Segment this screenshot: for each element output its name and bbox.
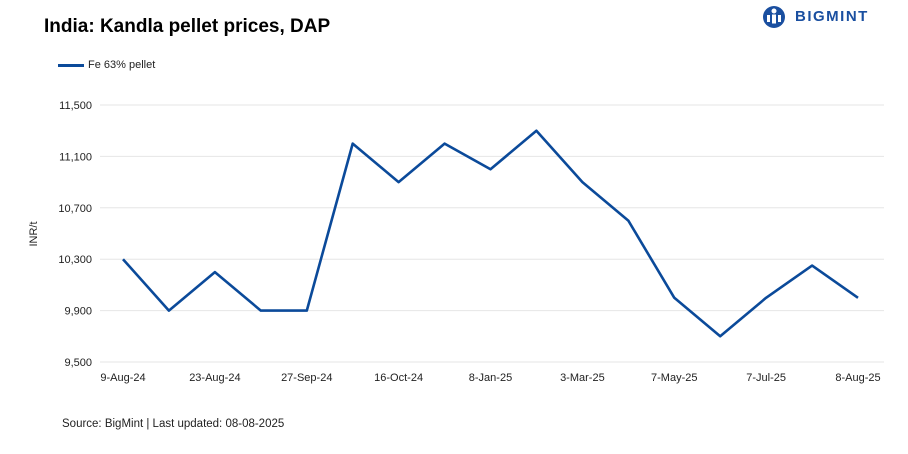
chart-title: India: Kandla pellet prices, DAP bbox=[44, 16, 331, 37]
y-tick-label: 11,500 bbox=[59, 100, 92, 112]
legend-label: Fe 63% pellet bbox=[88, 59, 156, 71]
x-tick-label: 8-Jan-25 bbox=[469, 372, 512, 384]
y-tick-label: 9,900 bbox=[64, 306, 92, 318]
x-tick-label: 16-Oct-24 bbox=[374, 372, 423, 384]
x-tick-label: 7-Jul-25 bbox=[746, 372, 786, 384]
y-tick-label: 11,100 bbox=[59, 151, 92, 163]
legend-swatch bbox=[58, 63, 84, 67]
x-tick-label: 7-May-25 bbox=[651, 372, 697, 384]
x-tick-label: 23-Aug-24 bbox=[189, 372, 240, 384]
source-note: Source: BigMint | Last updated: 08-08-20… bbox=[62, 418, 285, 430]
x-tick-label: 9-Aug-24 bbox=[100, 372, 145, 384]
y-tick-label: 10,300 bbox=[58, 254, 92, 266]
x-tick-label: 8-Aug-25 bbox=[835, 372, 880, 384]
x-tick-label: 27-Sep-24 bbox=[281, 372, 332, 384]
legend: Fe 63% pellet bbox=[58, 58, 155, 72]
brand-logo bbox=[763, 6, 785, 28]
series-line bbox=[122, 129, 859, 338]
y-tick-label: 10,700 bbox=[58, 203, 92, 215]
y-tick-label: 9,500 bbox=[64, 357, 92, 369]
x-tick-label: 3-Mar-25 bbox=[560, 372, 605, 384]
brand-name: BIGMINT bbox=[795, 8, 869, 25]
